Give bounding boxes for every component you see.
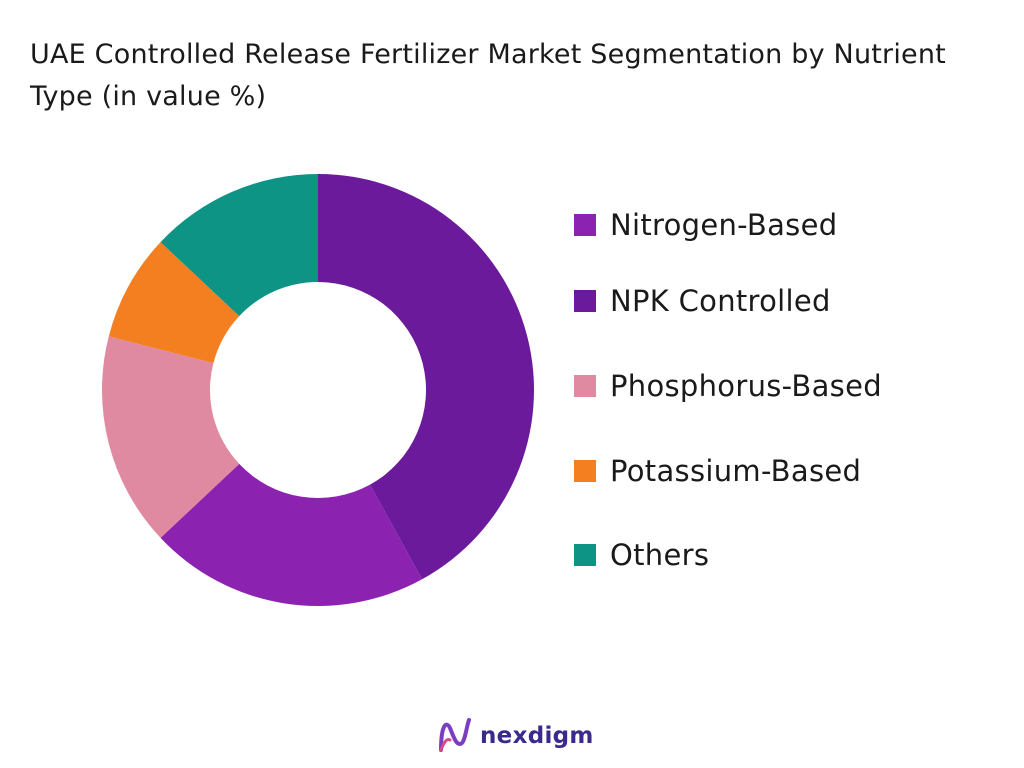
legend-item: Others	[574, 535, 709, 575]
legend-item: NPK Controlled	[574, 281, 831, 321]
legend-item: Nitrogen-Based	[574, 205, 837, 245]
nexdigm-logo-icon	[439, 718, 471, 752]
slice-others	[160, 174, 318, 317]
slice-phosphorus-based	[102, 336, 240, 538]
legend-item: Phosphorus-Based	[574, 366, 882, 406]
legend-label: Others	[610, 538, 710, 572]
legend-item: Potassium-Based	[574, 451, 861, 491]
slice-npk-controlled	[318, 174, 534, 580]
legend-swatch	[574, 214, 596, 236]
donut-slices	[102, 174, 534, 606]
legend-swatch	[574, 544, 596, 566]
legend-label: NPK Controlled	[610, 284, 831, 318]
slice-potassium-based	[108, 242, 240, 364]
legend-swatch	[574, 290, 596, 312]
brand-logo: nexdigm	[438, 714, 594, 758]
brand-name: nexdigm	[480, 723, 594, 749]
legend-label: Nitrogen-Based	[610, 208, 838, 242]
slice-nitrogen-based	[160, 463, 423, 606]
chart-title: UAE Controlled Release Fertilizer Market…	[30, 39, 946, 112]
legend-label: Phosphorus-Based	[610, 369, 882, 403]
legend-swatch	[574, 460, 596, 482]
legend-label: Potassium-Based	[610, 454, 862, 488]
legend-swatch	[574, 375, 596, 397]
